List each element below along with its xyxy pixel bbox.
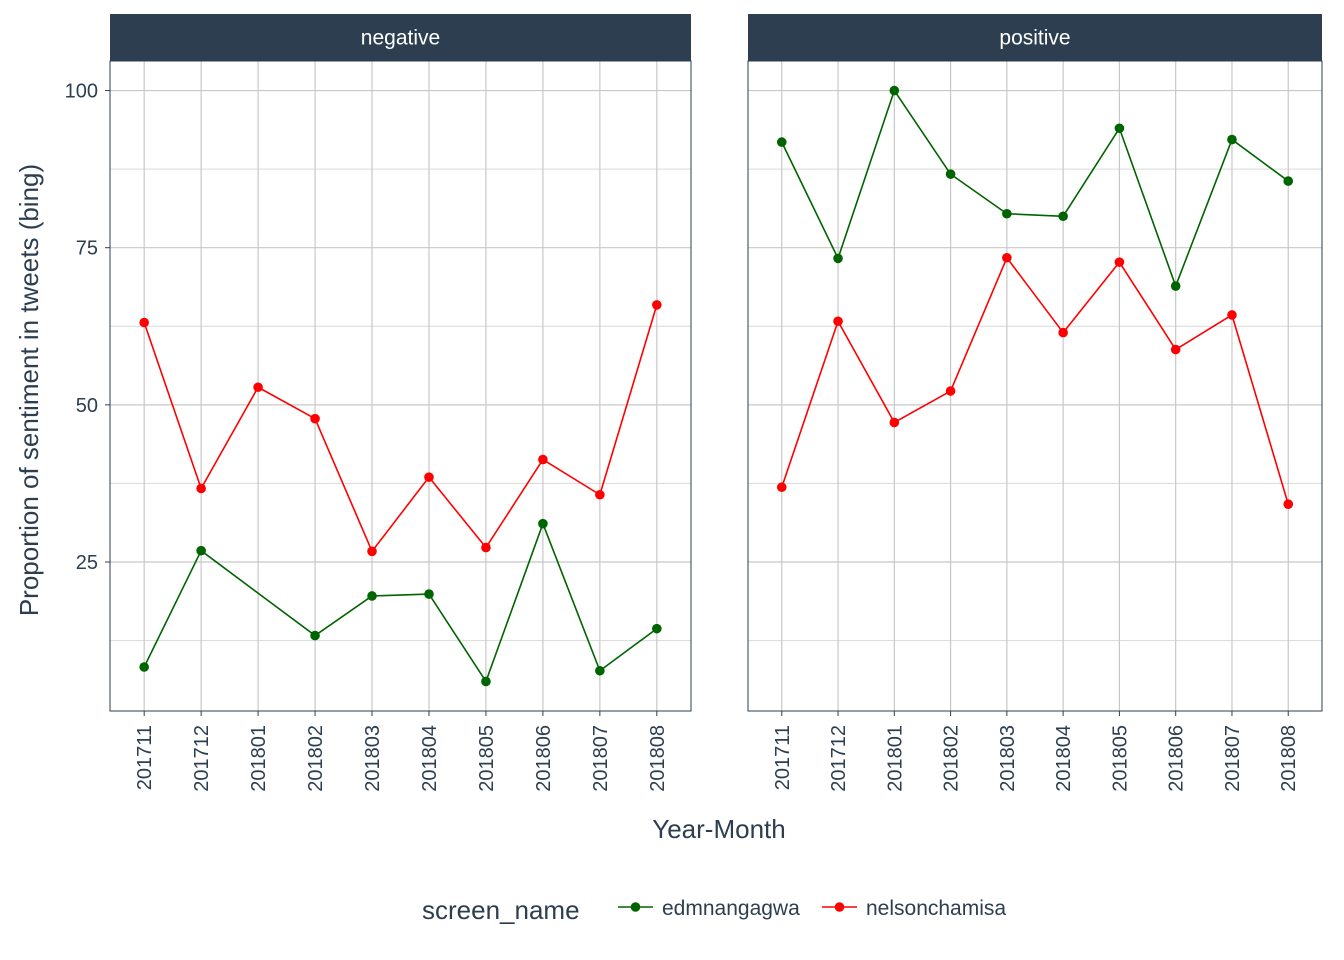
facet-strip <box>748 14 1322 61</box>
legend-label: nelsonchamisa <box>866 897 1006 920</box>
data-point <box>1170 344 1181 355</box>
data-point <box>538 454 548 465</box>
legend-key-point <box>834 902 845 912</box>
y-tick-label: 25 <box>76 552 98 574</box>
x-tick-label: 201712 <box>828 725 850 792</box>
data-point <box>1114 257 1125 267</box>
panel-border <box>747 60 1323 712</box>
x-tick-label: 201712 <box>191 725 213 792</box>
series-line <box>143 304 658 553</box>
data-point <box>1283 176 1294 186</box>
data-point <box>1114 123 1125 134</box>
data-point <box>889 85 900 96</box>
data-point <box>833 253 843 264</box>
data-point <box>538 518 548 529</box>
x-tick-label: 201802 <box>941 725 963 792</box>
x-tick-label: 201807 <box>590 725 612 792</box>
facet-panels: negative 25 50 75 100 201711 201712 201801 20180… <box>65 14 1323 792</box>
series-nelsonchamisa <box>139 300 662 557</box>
data-point <box>776 137 787 147</box>
x-tick-label: 201804 <box>1053 725 1075 792</box>
data-point <box>652 300 662 310</box>
data-point <box>424 589 434 599</box>
series-nelsonchamisa <box>776 252 1294 509</box>
legend-item-nelsonchamisa: nelsonchamisa <box>822 897 1006 920</box>
y-axis-title: Proportion of sentiment in tweets (bing) <box>14 164 44 616</box>
x-tick-label: 201803 <box>362 725 384 792</box>
x-tick-label: 201803 <box>997 725 1019 792</box>
data-point <box>481 542 491 553</box>
data-point <box>945 169 956 179</box>
data-point <box>481 676 491 687</box>
y-tick-label: 75 <box>76 238 98 260</box>
legend-item-edmnangagwa: edmnangagwa <box>618 897 800 920</box>
data-point <box>1058 211 1068 222</box>
data-point <box>652 623 662 634</box>
x-tick-label: 201808 <box>1278 725 1300 792</box>
series-edmnangagwa <box>776 85 1294 291</box>
data-point <box>889 417 900 428</box>
x-tick-label: 201801 <box>884 725 906 792</box>
data-point <box>310 630 320 641</box>
x-tick-label: 201802 <box>305 725 327 792</box>
data-point <box>367 546 377 557</box>
legend-key-point <box>630 902 641 912</box>
data-point <box>1227 134 1237 145</box>
series-line <box>781 89 1289 287</box>
x-tick-label: 201801 <box>248 725 270 792</box>
x-tick-label: 201806 <box>533 725 555 792</box>
y-tick-label: 50 <box>76 395 98 417</box>
data-point <box>424 472 434 482</box>
legend: screen_name edmnangagwa nelsonchamisa <box>422 895 1006 925</box>
facet-strip <box>110 14 691 61</box>
panel-positive: positive 201711 201712 201801 201802 201803 20… <box>747 14 1323 792</box>
x-tick-label: 201804 <box>419 725 441 792</box>
x-tick-label: 201711 <box>772 725 794 790</box>
series-line <box>143 522 658 683</box>
x-tick-label: 201805 <box>1109 725 1131 792</box>
facet-strip-label: positive <box>999 27 1070 50</box>
gridlines <box>748 61 1322 711</box>
data-point <box>139 662 149 672</box>
y-tick-label: 100 <box>65 81 98 103</box>
panel-negative: negative 25 50 75 100 201711 201712 201801 20180… <box>65 14 692 792</box>
legend-label: edmnangagwa <box>662 897 800 920</box>
x-tick-label: 201805 <box>476 725 498 792</box>
x-tick-label: 201807 <box>1222 725 1244 792</box>
data-point <box>1058 327 1068 338</box>
series-edmnangagwa <box>139 518 662 687</box>
data-point <box>776 482 787 493</box>
data-point <box>310 413 320 424</box>
data-point <box>139 317 149 328</box>
x-axis-title: Year-Month <box>652 814 785 844</box>
x-tick-label: 201808 <box>647 725 669 792</box>
data-point <box>833 316 843 327</box>
data-point <box>595 665 605 676</box>
gridlines <box>110 61 691 711</box>
panel-border <box>109 60 692 712</box>
x-tick-label: 201711 <box>134 725 156 790</box>
data-point <box>1170 281 1181 291</box>
data-point <box>196 483 206 494</box>
data-point <box>253 382 263 393</box>
data-point <box>595 489 605 500</box>
legend-title: screen_name <box>422 895 580 925</box>
x-tick-label: 201806 <box>1166 725 1188 792</box>
data-point <box>945 386 956 396</box>
data-point <box>367 591 377 601</box>
facet-strip-label: negative <box>361 27 440 50</box>
data-point <box>1002 252 1012 263</box>
data-point <box>196 545 206 556</box>
data-point <box>1002 208 1012 219</box>
series-line <box>781 256 1290 505</box>
data-point <box>1283 499 1294 509</box>
data-point <box>1227 310 1237 320</box>
